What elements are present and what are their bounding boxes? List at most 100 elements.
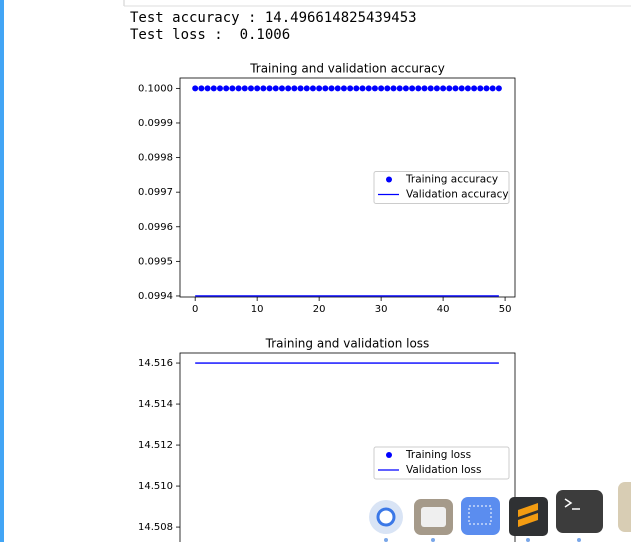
files-icon[interactable]: [414, 499, 453, 535]
icon-glyph: [564, 498, 580, 510]
data-point: [272, 85, 279, 92]
chart-title: Training and validation accuracy: [249, 62, 445, 76]
data-point: [409, 85, 416, 92]
data-point: [495, 85, 502, 92]
data-point: [254, 85, 261, 92]
legend-box: [373, 446, 510, 480]
data-point: [433, 85, 440, 92]
chart: Training and validation loss 14.516 14.514…: [138, 337, 516, 542]
y-tick-label: 0.1000: [138, 83, 173, 94]
running-dot: [577, 538, 581, 542]
running-dot: [384, 538, 388, 542]
screenshot-icon[interactable]: [461, 497, 500, 535]
data-point: [309, 85, 316, 92]
data-point: [266, 85, 273, 92]
chrome-icon[interactable]: [369, 500, 403, 534]
legend-swatch: [386, 452, 392, 458]
data-point: [347, 85, 354, 92]
y-tick-label: 0.0994: [138, 291, 173, 302]
icon-bg: [461, 497, 500, 535]
charts: Training and validation accuracy 0.1000 0.…: [138, 62, 516, 542]
output-line: Test loss : 0.1006: [130, 27, 290, 43]
data-point: [396, 85, 403, 92]
icon-glyph: [421, 507, 446, 527]
y-tick-label: 0.0999: [138, 118, 173, 129]
data-point: [427, 85, 434, 92]
data-point: [260, 85, 267, 92]
data-point: [384, 85, 391, 92]
axes-frame: [179, 352, 516, 542]
x-tick-label: 50: [499, 304, 512, 315]
data-point: [464, 85, 471, 92]
data-point: [421, 85, 428, 92]
data-point: [322, 85, 329, 92]
legend: Training loss Validation loss: [373, 446, 510, 480]
y-tick-label: 0.0995: [138, 256, 173, 267]
data-point: [216, 85, 223, 92]
data-point: [452, 85, 459, 92]
data-point: [458, 85, 465, 92]
data-point: [402, 85, 409, 92]
data-point: [229, 85, 236, 92]
chart-title: Training and validation loss: [265, 337, 430, 351]
legend-label: Training loss: [405, 449, 471, 461]
data-point: [198, 85, 205, 92]
legend-box: [373, 171, 510, 204]
dock: [369, 482, 631, 542]
data-point: [316, 85, 323, 92]
output-line: Test accuracy : 14.496614825439453: [130, 10, 417, 26]
data-point: [285, 85, 292, 92]
y-tick-label: 14.510: [138, 481, 173, 492]
data-point: [415, 85, 422, 92]
data-point: [471, 85, 478, 92]
data-point: [477, 85, 484, 92]
x-tick-label: 30: [375, 304, 388, 315]
data-point: [340, 85, 347, 92]
data-point: [483, 85, 490, 92]
data-point: [192, 85, 199, 92]
y-tick-label: 0.0996: [138, 222, 173, 233]
icon-glyph: [376, 507, 396, 527]
legend-label: Training accuracy: [405, 174, 498, 186]
data-point: [297, 85, 304, 92]
data-point: [371, 85, 378, 92]
legend-swatch: [386, 176, 392, 183]
legend-label: Validation accuracy: [406, 189, 509, 201]
data-point: [489, 85, 496, 92]
data-point: [210, 85, 217, 92]
icon-bg: [556, 490, 603, 533]
data-point: [390, 85, 397, 92]
data-point: [278, 85, 285, 92]
data-point: [334, 85, 341, 92]
y-tick-label: 0.0997: [138, 187, 173, 198]
partial-icon[interactable]: [618, 482, 631, 532]
data-point: [359, 85, 366, 92]
icon-glyph: [518, 503, 538, 527]
chart: Training and validation accuracy 0.1000 0.…: [138, 62, 516, 315]
y-tick-label: 14.508: [138, 522, 173, 533]
running-dot: [431, 538, 435, 542]
data-point: [291, 85, 298, 92]
data-point: [223, 85, 230, 92]
sublime-icon[interactable]: [509, 497, 548, 536]
y-tick-label: 14.516: [138, 358, 173, 369]
data-point: [247, 85, 254, 92]
axes-frame: [179, 77, 516, 298]
data-point: [303, 85, 310, 92]
x-tick-label: 40: [437, 304, 450, 315]
data-point: [365, 85, 372, 92]
y-tick-label: 14.514: [138, 399, 173, 410]
x-tick-label: 0: [192, 304, 198, 315]
data-point: [440, 85, 447, 92]
data-point: [235, 85, 242, 92]
legend-label: Validation loss: [406, 464, 481, 476]
data-point: [353, 85, 360, 92]
data-point: [204, 85, 211, 92]
cell-indicator: [0, 0, 4, 542]
data-point: [446, 85, 453, 92]
x-tick-label: 20: [313, 304, 326, 315]
y-tick-label: 0.0998: [138, 153, 173, 164]
terminal-icon[interactable]: [556, 490, 603, 533]
